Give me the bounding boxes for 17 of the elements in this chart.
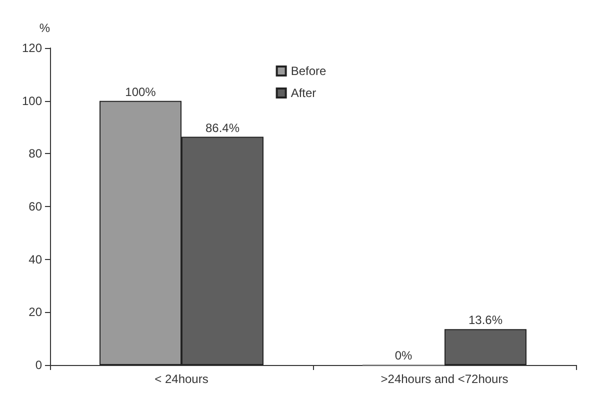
data-label: 0% bbox=[394, 348, 412, 362]
legend-label: After bbox=[290, 86, 316, 100]
y-tick-label: 80 bbox=[28, 146, 42, 161]
y-axis-title: % bbox=[39, 21, 50, 35]
y-tick-label: 60 bbox=[28, 200, 42, 214]
data-label: 100% bbox=[125, 84, 156, 99]
data-label: 86.4% bbox=[205, 120, 240, 135]
bar bbox=[444, 329, 526, 365]
y-tick-label: 120 bbox=[22, 41, 42, 55]
y-tick-label: 0 bbox=[35, 358, 42, 372]
y-tick-label: 40 bbox=[28, 252, 42, 266]
x-tick-label: < 24hours bbox=[154, 372, 208, 386]
data-label: 13.6% bbox=[468, 313, 503, 328]
y-tick-label: 20 bbox=[28, 305, 42, 320]
x-tick-label: >24hours and <72hours bbox=[380, 372, 508, 386]
y-tick-label: 100 bbox=[22, 94, 42, 108]
legend-label: Before bbox=[290, 64, 327, 78]
